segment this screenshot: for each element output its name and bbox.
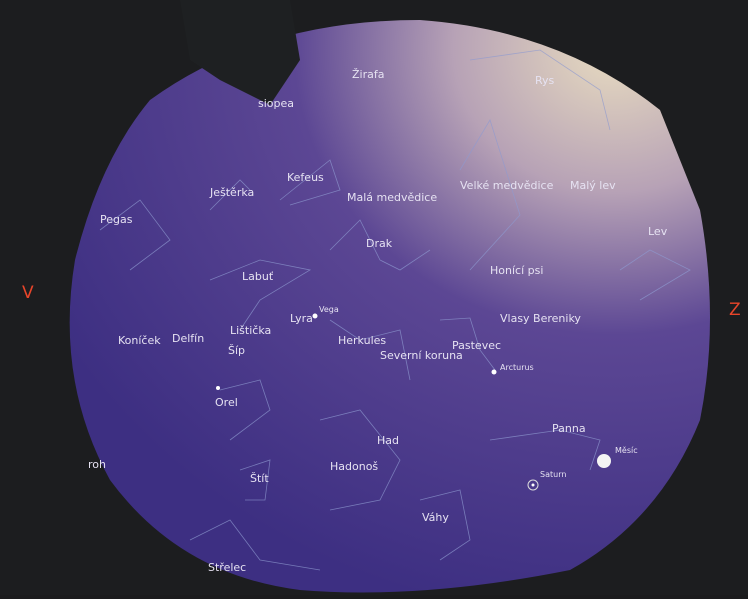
direction-label: V [22,283,34,303]
constellation-label: Had [377,434,399,447]
constellation-label: Kefeus [287,171,324,184]
saturn [531,483,535,487]
constellation-label: Pastevec [452,339,501,352]
constellation-label: Velké medvědice [460,179,554,192]
constellation-label: roh [88,458,106,471]
constellation-label: Lev [648,225,668,238]
constellation-label: Panna [552,422,586,435]
constellation-label: Lyra [290,312,313,325]
object-label: Arcturus [500,363,534,372]
constellation-label: Delfín [172,332,204,345]
moon [597,454,611,468]
direction-label: Z [729,300,741,320]
constellation-label: Vlasy Bereniky [500,312,581,325]
constellation-label: Koníček [118,334,161,347]
constellation-label: Šíp [228,344,245,357]
object-label: Saturn [540,470,566,479]
constellation-label: Lištička [230,324,271,337]
constellation-label: Herkules [338,334,386,347]
constellation-label: Rys [535,74,555,87]
constellation-label: Štít [250,472,269,485]
constellation-label: siopea [258,97,294,110]
constellation-label: Orel [215,396,238,409]
constellation-label: Malá medvědice [347,191,437,204]
constellation-label: Malý lev [570,179,616,192]
sky-disk [69,20,710,593]
star-vega [312,313,318,319]
constellation-label: Labuť [242,270,274,283]
constellation-label: Žirafa [352,68,384,81]
saturn-marker [527,479,539,491]
constellation-lines [99,49,691,571]
tree [180,0,300,105]
constellation-label: Honící psi [490,264,543,277]
constellation-label: Pegas [100,213,133,226]
constellation-label: Drak [366,237,393,250]
constellation-label: Střelec [208,561,246,574]
object-label: Vega [319,305,339,314]
star-altair [216,386,220,390]
object-label: Měsíc [615,446,638,455]
constellation-label: Severní koruna [380,349,463,362]
star-arcturus [491,369,497,375]
constellation-label: Ještěrka [209,186,254,199]
constellation-label: Hadonoš [330,460,378,473]
constellation-label: Váhy [422,511,449,524]
